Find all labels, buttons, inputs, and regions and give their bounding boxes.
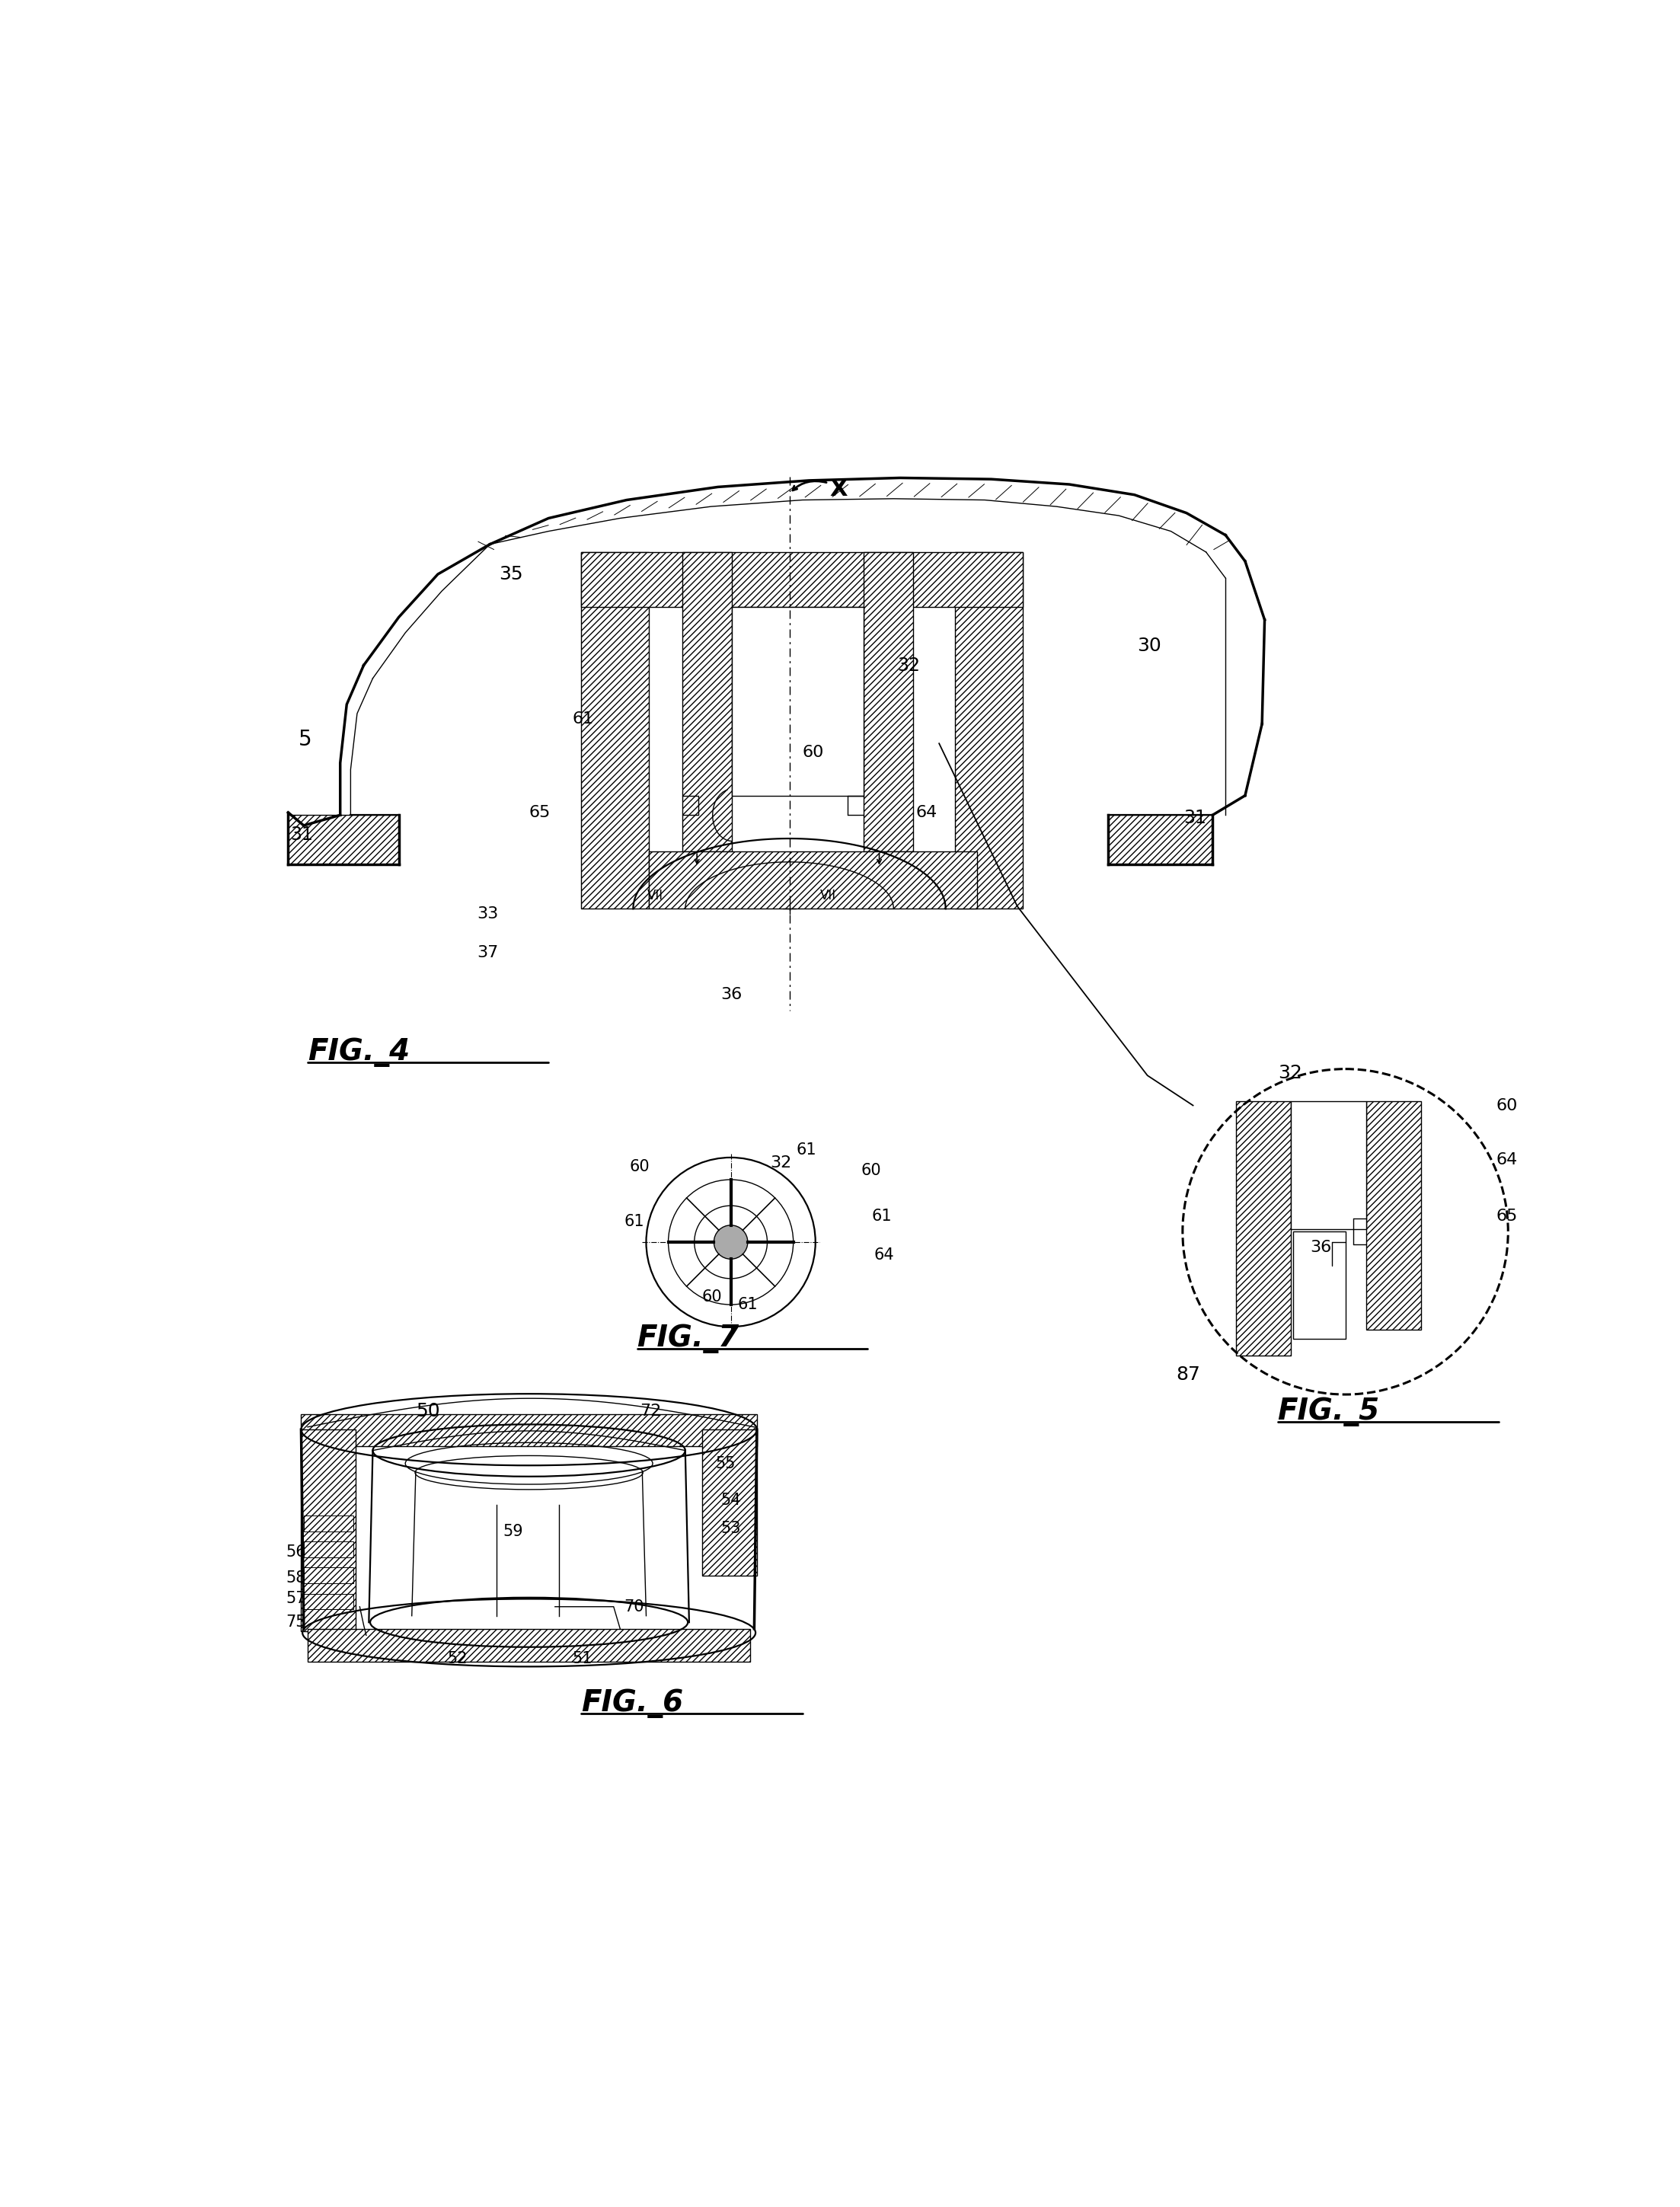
Bar xyxy=(702,1430,756,1576)
Bar xyxy=(304,1543,353,1558)
Text: 5: 5 xyxy=(299,728,312,750)
Text: 61: 61 xyxy=(623,1214,645,1229)
Bar xyxy=(289,814,398,865)
Text: 72: 72 xyxy=(640,1404,662,1419)
Text: VII: VII xyxy=(820,889,837,903)
Bar xyxy=(301,1415,756,1446)
Text: 60: 60 xyxy=(803,746,823,759)
Text: 57: 57 xyxy=(286,1591,306,1607)
Text: 52: 52 xyxy=(447,1651,467,1666)
Text: 54: 54 xyxy=(721,1492,741,1507)
Text: FIG._5: FIG._5 xyxy=(1277,1397,1379,1426)
Text: 36: 36 xyxy=(721,987,743,1002)
Bar xyxy=(954,552,1023,909)
Text: 60: 60 xyxy=(630,1159,650,1174)
Bar xyxy=(1236,1101,1290,1355)
Text: 59: 59 xyxy=(502,1523,522,1538)
Bar xyxy=(1366,1101,1421,1329)
Bar xyxy=(682,552,732,852)
Bar xyxy=(304,1567,353,1582)
Text: 60: 60 xyxy=(702,1289,722,1304)
Bar xyxy=(304,1593,353,1609)
Text: 31: 31 xyxy=(291,825,314,843)
Bar xyxy=(648,852,976,909)
Bar xyxy=(307,1629,751,1662)
Bar xyxy=(581,552,1023,607)
Text: 75: 75 xyxy=(286,1616,306,1631)
Text: 65: 65 xyxy=(529,806,551,821)
Text: FIG._4: FIG._4 xyxy=(307,1037,410,1066)
Text: 61: 61 xyxy=(738,1298,758,1313)
Bar xyxy=(732,607,864,795)
Text: 37: 37 xyxy=(477,945,499,960)
Bar xyxy=(1236,1101,1290,1355)
Bar xyxy=(304,1593,353,1609)
Bar xyxy=(1109,814,1213,865)
Bar xyxy=(702,1430,756,1576)
Text: 51: 51 xyxy=(571,1651,591,1666)
Bar xyxy=(304,1567,353,1582)
Text: 58: 58 xyxy=(286,1571,306,1585)
Text: 50: 50 xyxy=(415,1401,440,1421)
Text: 32: 32 xyxy=(1277,1064,1302,1081)
Text: 31: 31 xyxy=(1184,808,1206,828)
Text: 55: 55 xyxy=(716,1457,736,1472)
Text: VII: VII xyxy=(647,889,664,903)
Text: 64: 64 xyxy=(874,1247,894,1262)
Bar xyxy=(954,552,1023,909)
Text: 61: 61 xyxy=(872,1209,892,1223)
Bar xyxy=(307,1629,751,1662)
Text: 33: 33 xyxy=(477,907,499,923)
Bar xyxy=(581,552,648,909)
Circle shape xyxy=(714,1225,748,1258)
Bar xyxy=(289,814,398,865)
Bar xyxy=(1366,1101,1421,1329)
Bar xyxy=(301,1430,356,1631)
Bar xyxy=(304,1516,353,1532)
Bar xyxy=(1290,1101,1366,1229)
Bar xyxy=(581,552,648,909)
Bar xyxy=(864,552,914,852)
Text: 65: 65 xyxy=(1497,1209,1519,1223)
Bar xyxy=(301,1430,356,1631)
Bar xyxy=(682,552,732,852)
Bar xyxy=(1109,814,1213,865)
Text: 30: 30 xyxy=(1137,636,1161,655)
Text: FIG._6: FIG._6 xyxy=(581,1688,684,1717)
Text: 64: 64 xyxy=(1497,1152,1519,1168)
Bar xyxy=(864,552,914,852)
Text: 61: 61 xyxy=(796,1141,816,1156)
Text: 53: 53 xyxy=(721,1521,741,1536)
Text: X: X xyxy=(830,479,848,501)
Text: 32: 32 xyxy=(897,655,921,675)
Bar xyxy=(304,1516,353,1532)
Text: 64: 64 xyxy=(916,806,937,821)
Bar xyxy=(1294,1232,1346,1337)
Text: 87: 87 xyxy=(1176,1366,1200,1384)
Bar xyxy=(304,1543,353,1558)
Text: 60: 60 xyxy=(1497,1097,1519,1112)
Text: 36: 36 xyxy=(1310,1240,1332,1256)
Text: 32: 32 xyxy=(769,1154,791,1170)
Bar xyxy=(648,852,976,909)
Text: 70: 70 xyxy=(623,1600,643,1613)
Text: 35: 35 xyxy=(499,565,522,583)
Text: 60: 60 xyxy=(862,1163,882,1179)
Bar xyxy=(581,552,1023,607)
Text: FIG._7: FIG._7 xyxy=(637,1324,739,1353)
Text: 61: 61 xyxy=(571,711,593,726)
Bar xyxy=(301,1415,756,1446)
Text: 56: 56 xyxy=(286,1545,306,1560)
